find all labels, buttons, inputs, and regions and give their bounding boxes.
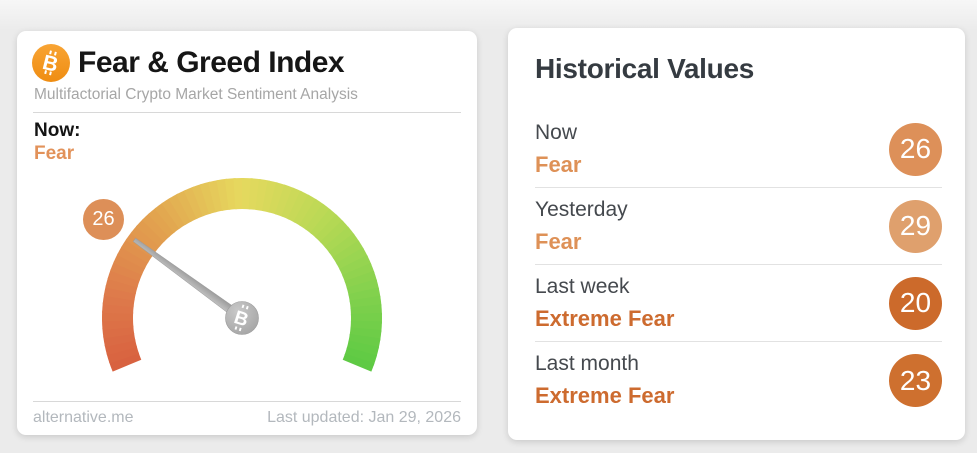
history-value-badge: 23 [889,354,942,407]
history-period-label: Yesterday [535,197,628,221]
history-value-badge: 20 [889,276,942,330]
divider [33,112,461,113]
page-title: Fear & Greed Index [78,46,345,79]
gauge-arc: B [102,178,383,372]
history-row-text: Yesterday Fear [535,198,628,255]
history-row: Yesterday Fear 29 [535,188,942,265]
history-period-label: Last month [535,352,639,375]
historical-values-card: Historical Values Now Fear 26 Yesterday … [508,28,965,440]
history-value-badge: 26 [889,122,942,176]
history-row: Last month Extreme Fear 23 [535,342,942,419]
svg-text:B: B [231,307,251,331]
history-period-label: Last week [535,274,630,298]
history-classification: Fear [535,228,582,254]
page-subtitle: Multifactorial Crypto Market Sentiment A… [34,86,358,103]
historical-values-title: Historical Values [535,53,755,84]
history-period-label: Now [535,120,578,144]
history-classification: Extreme Fear [535,383,675,408]
history-row-text: Last month Extreme Fear [535,352,674,409]
fear-greed-gauge: B 26 [80,165,410,397]
last-updated-text: Last updated: Jan 29, 2026 [267,409,461,426]
history-classification: Extreme Fear [535,305,675,331]
history-row: Now Fear 26 [535,111,942,188]
historical-rows: Now Fear 26 Yesterday Fear 29 Last week … [535,111,942,419]
bitcoin-icon: B [32,44,70,82]
history-classification: Fear [535,151,582,177]
history-row: Last week Extreme Fear 20 [535,265,942,342]
history-value-badge: 29 [889,199,942,253]
divider [33,401,461,402]
now-label: Now: [34,120,81,141]
now-classification: Fear [34,143,75,164]
history-row-text: Now Fear [535,121,581,178]
card-footer: alternative.me Last updated: Jan 29, 202… [33,409,461,427]
gauge-value-badge: 26 [83,199,124,240]
fear-greed-index-card: B Fear & Greed Index Multifactorial Cryp… [17,31,477,435]
history-row-text: Last week Extreme Fear [535,275,674,332]
source-link[interactable]: alternative.me [33,409,134,426]
